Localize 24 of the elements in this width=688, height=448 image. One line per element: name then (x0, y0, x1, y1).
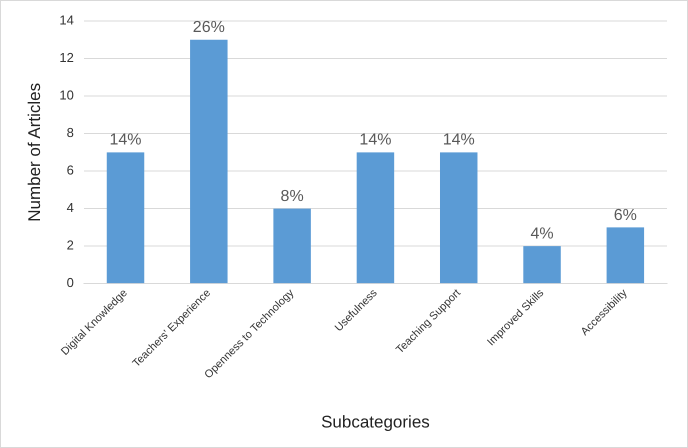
bar (440, 152, 478, 284)
y-tick-label: 2 (66, 238, 74, 253)
y-axis-title: Number of Articles (24, 82, 44, 222)
y-tick-label: 10 (59, 88, 74, 103)
y-tick-label: 14 (59, 12, 74, 28)
annotation: 6% (614, 206, 637, 224)
y-tick-label: 12 (59, 50, 74, 66)
bar (356, 152, 394, 284)
bar (106, 152, 144, 284)
x-axis-title: Subcategories (321, 412, 430, 432)
annotation: 14% (359, 132, 392, 149)
annotation: 8% (280, 188, 304, 206)
y-tick-label: 0 (66, 275, 74, 290)
y-tick-label: 4 (66, 200, 74, 216)
annotation: 14% (109, 132, 142, 149)
bar (190, 40, 228, 284)
bar (523, 246, 561, 284)
y-tick-label: 6 (66, 162, 74, 178)
annotation: 26% (192, 19, 225, 36)
y-tick-label: 8 (66, 125, 74, 140)
bar (273, 208, 311, 284)
annotation: 14% (442, 132, 475, 149)
bar (606, 227, 644, 284)
annotation: 4% (530, 226, 554, 243)
